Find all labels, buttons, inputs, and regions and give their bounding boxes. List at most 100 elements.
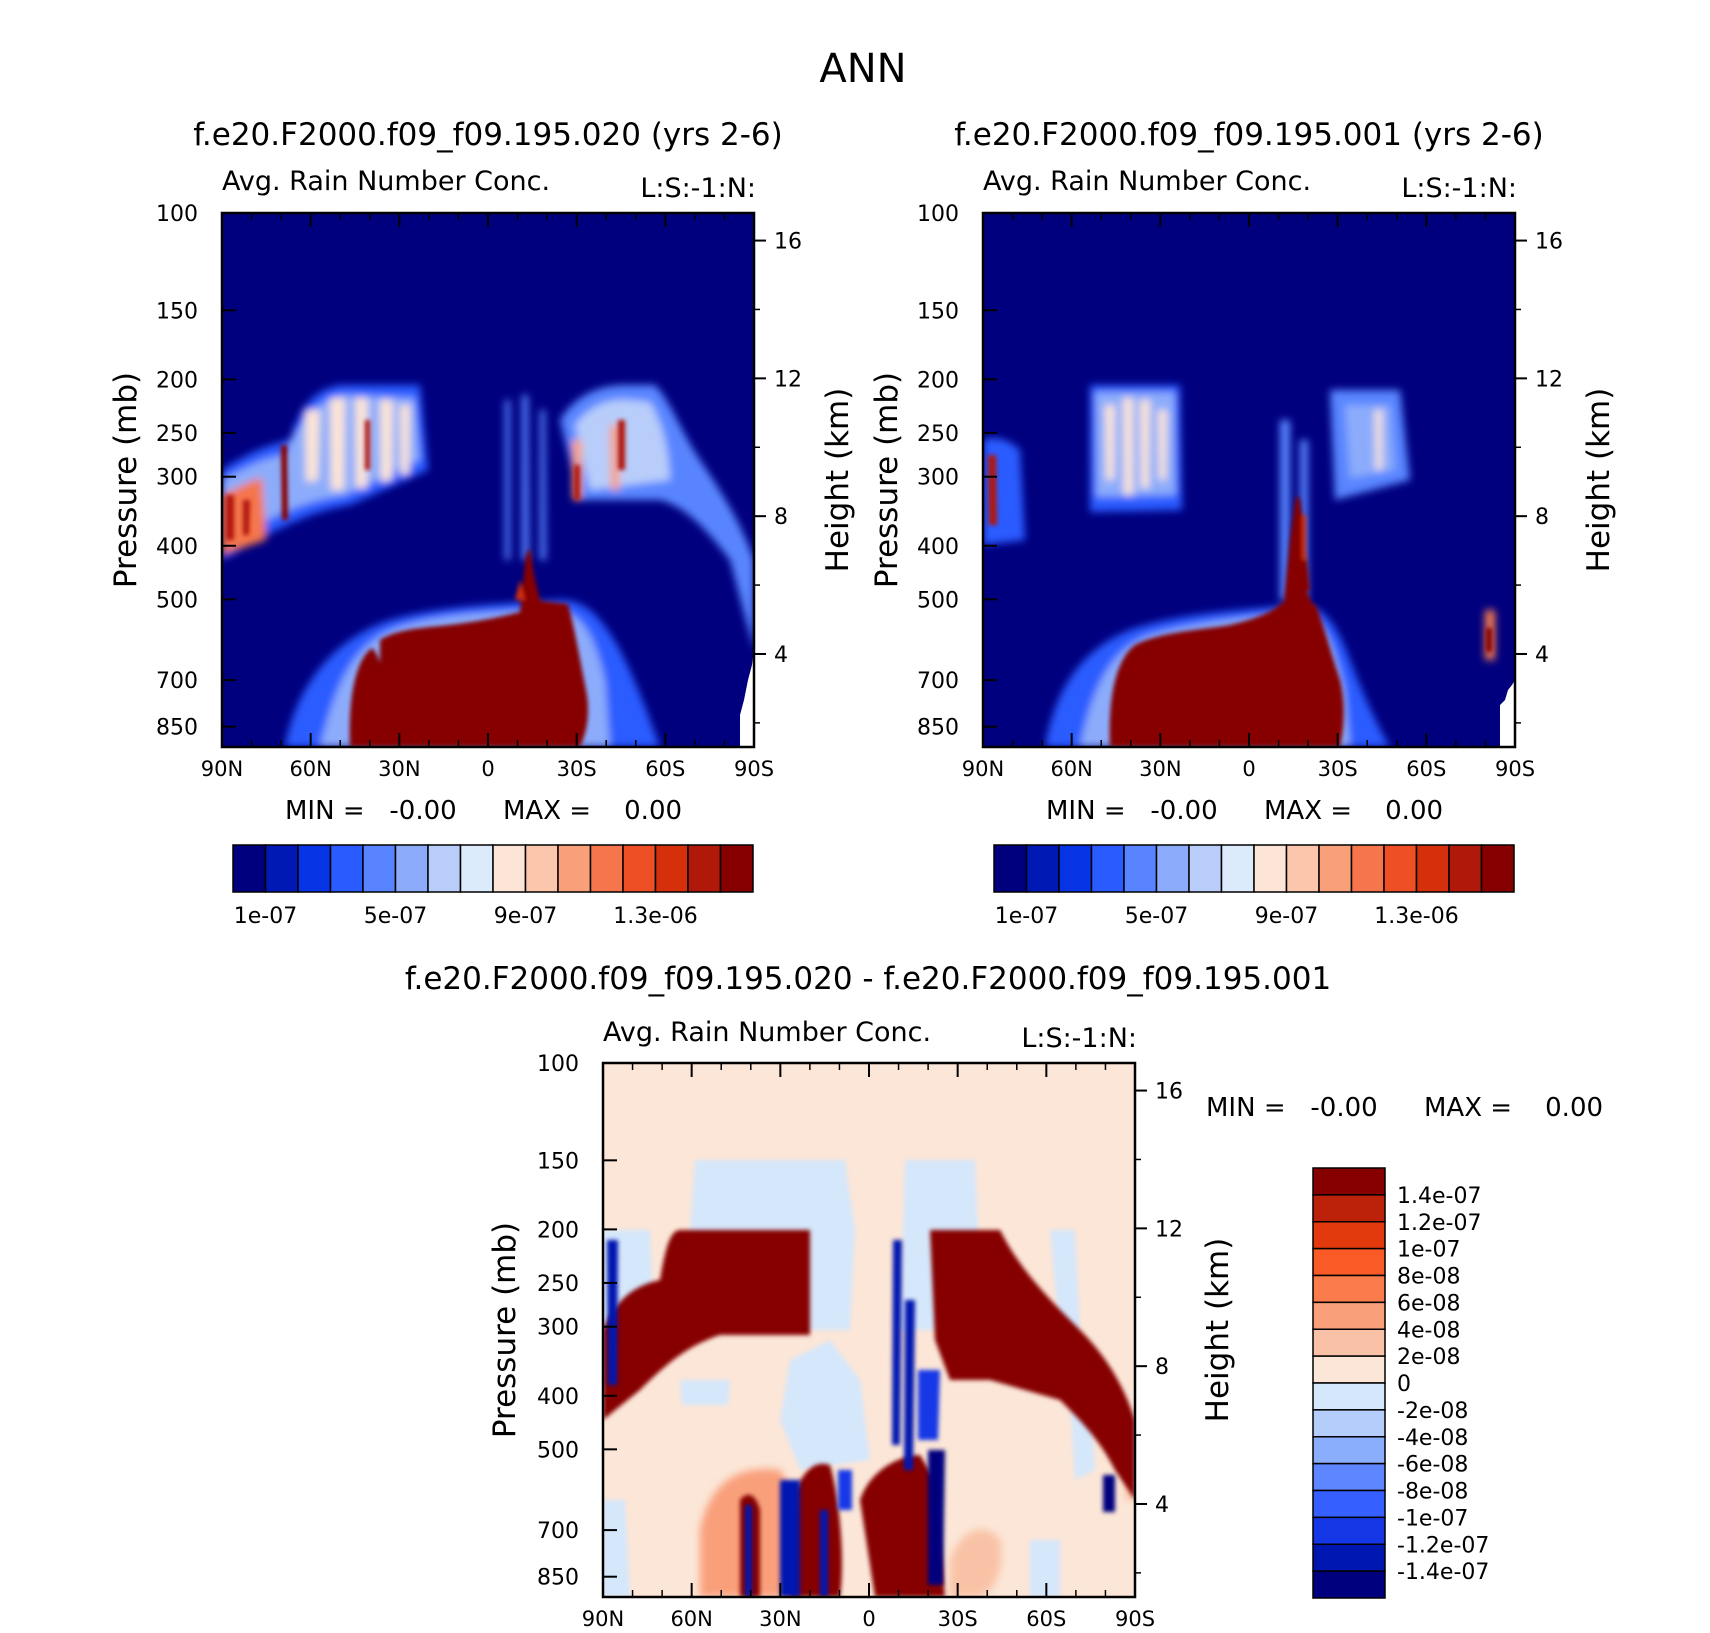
- panel-1-max-text: MAX = 0.00: [503, 796, 682, 826]
- panel-1-colorbar-box: [394, 844, 429, 893]
- panel-1-colorbar-box: [719, 844, 754, 893]
- panel-1-colorbar-box: [654, 844, 689, 893]
- panel-3-colorbar-box: [1312, 1382, 1386, 1411]
- panel-1-colorbar-label: 5e-07: [364, 904, 427, 929]
- panel-2-subtitle: Avg. Rain Number Conc.: [983, 166, 1311, 197]
- panel-3-colorbar-box: [1312, 1516, 1386, 1545]
- panel-1-colorbar-box: [557, 844, 592, 893]
- panel-2-colorbar-label: 9e-07: [1255, 904, 1318, 929]
- panel-2-ylabel2: Height (km): [1581, 388, 1617, 573]
- panel-3-max-text: MAX = 0.00: [1424, 1093, 1603, 1123]
- panel-2-colorbar-box: [1123, 844, 1158, 893]
- panel-3-ytick-label: 400: [537, 1385, 579, 1410]
- panel-3-y2tick-label: 8: [1155, 1355, 1169, 1380]
- panel-2-ytick-label: 100: [917, 202, 959, 227]
- panel-3-ytick-label: 500: [537, 1438, 579, 1463]
- panel-1-xtick-label: 0: [481, 757, 494, 781]
- panel-3-y2tick-label: 4: [1155, 1493, 1169, 1518]
- panel-2-colorbar-box: [1058, 844, 1093, 893]
- panel-2-y2tick-label: 4: [1535, 643, 1549, 668]
- panel-3-colorbar-box: [1312, 1247, 1386, 1277]
- panel-3-colorbar-label: -1.2e-07: [1397, 1533, 1489, 1558]
- panel-3-colorbar: 1.4e-071.2e-071e-078e-086e-084e-082e-080…: [1312, 1167, 1489, 1599]
- panel-2-xtick-label: 60N: [1050, 757, 1092, 781]
- panel-3-colorbar-label: 1e-07: [1397, 1238, 1460, 1263]
- panel-1-colorbar: 1e-07 5e-07 9e-07 1.3e-06: [232, 844, 754, 929]
- panel-2-level-label: L:S:-1:N:: [1401, 173, 1517, 204]
- panel-1-colorbar-box: [329, 844, 364, 893]
- panel-2-y2tick-label: 8: [1535, 505, 1549, 530]
- panel-3-colorbar-label: 1.2e-07: [1397, 1211, 1481, 1236]
- panel-2-colorbar-box: [1025, 844, 1060, 893]
- panel-3-ytick-label: 250: [537, 1272, 579, 1297]
- panel-3-colorbar-box: [1312, 1274, 1386, 1304]
- panel-3-colorbar-box: [1312, 1328, 1386, 1357]
- panel-3-xtick-label: 0: [862, 1607, 875, 1631]
- panel-3-ylabel: Pressure (mb): [487, 1222, 523, 1438]
- panel-1-colorbar-box: [297, 844, 332, 893]
- panel-1-colorbar-box: [492, 844, 527, 893]
- panel-3-colorbar-box: [1312, 1409, 1386, 1438]
- panel-2-ytick-label: 700: [917, 669, 959, 694]
- panel-2-ytick-label: 400: [917, 535, 959, 560]
- panel-1-field: [222, 213, 754, 747]
- panel-1-y2tick-label: 12: [774, 367, 802, 392]
- panel-1-ytick-label: 400: [156, 535, 198, 560]
- panel-1-colorbar-box: [459, 844, 494, 893]
- panel-1-subtitle: Avg. Rain Number Conc.: [222, 166, 550, 197]
- panel-2-colorbar-label: 1.3e-06: [1374, 904, 1458, 929]
- panel-2-colorbar-box: [1253, 844, 1288, 893]
- panel-1-level-label: L:S:-1:N:: [640, 173, 756, 204]
- panel-1-colorbar-box: [427, 844, 462, 893]
- panel-3-colorbar-box: [1312, 1489, 1386, 1519]
- panel-1-colorbar-box: [232, 844, 267, 893]
- panel-3-colorbar-label: -2e-08: [1397, 1399, 1468, 1424]
- panel-3-ytick-label: 300: [537, 1316, 579, 1341]
- panel-1-xtick-label: 60S: [645, 757, 685, 781]
- panel-2-ytick-label: 250: [917, 422, 959, 447]
- panel-1: f.e20.F2000.f09_f09.195.020 (yrs 2-6) Av…: [108, 117, 856, 929]
- panel-2-y2tick-label: 16: [1535, 230, 1563, 255]
- panel-1-colorbar-box: [589, 844, 624, 893]
- panel-3-min-text: MIN = -0.00: [1206, 1093, 1378, 1123]
- panel-1-ytick-label: 200: [156, 368, 198, 393]
- panel-2-ytick-label: 300: [917, 466, 959, 491]
- panel-1-ytick-label: 100: [156, 202, 198, 227]
- panel-3-xtick-label: 30N: [759, 1607, 801, 1631]
- panel-1-ytick-label: 150: [156, 299, 198, 324]
- panel-2: f.e20.F2000.f09_f09.195.001 (yrs 2-6) Av…: [869, 117, 1617, 929]
- panel-3-colorbar-label: 1.4e-07: [1397, 1184, 1481, 1209]
- panel-3-colorbar-label: -4e-08: [1397, 1426, 1468, 1451]
- panel-3-level-label: L:S:-1:N:: [1021, 1023, 1137, 1054]
- panel-1-ytick-label: 300: [156, 466, 198, 491]
- panel-1-xtick-label: 90N: [201, 757, 243, 781]
- panel-2-colorbar-box: [1188, 844, 1223, 893]
- panel-3-colorbar-box: [1312, 1167, 1386, 1196]
- panel-3-colorbar-box: [1312, 1355, 1386, 1384]
- panel-3-colorbar-box: [1312, 1462, 1386, 1492]
- panel-1-xtick-label: 30N: [378, 757, 420, 781]
- panel-2-min-text: MIN = -0.00: [1046, 796, 1218, 826]
- panel-2-colorbar-label: 5e-07: [1125, 904, 1188, 929]
- panel-1-colorbar-label: 9e-07: [494, 904, 557, 929]
- panel-3-colorbar-label: -1e-07: [1397, 1506, 1468, 1531]
- panel-1-ytick-label: 250: [156, 422, 198, 447]
- panel-3-ytick-label: 200: [537, 1218, 579, 1243]
- panel-3-xtick-label: 60S: [1026, 1607, 1066, 1631]
- panel-2-max-text: MAX = 0.00: [1264, 796, 1443, 826]
- panel-3-colorbar-box: [1312, 1570, 1386, 1599]
- panel-1-y2tick-label: 16: [774, 230, 802, 255]
- panel-1-xtick-label: 30S: [557, 757, 597, 781]
- panel-2-ytick-label: 850: [917, 716, 959, 741]
- panel-1-ytick-label: 700: [156, 669, 198, 694]
- panel-2-colorbar-box: [1415, 844, 1450, 893]
- panel-2-colorbar-box: [1220, 844, 1255, 893]
- panel-2-colorbar-label: 1e-07: [995, 904, 1058, 929]
- panel-1-colorbar-box: [362, 844, 397, 893]
- panel-3-colorbar-label: 2e-08: [1397, 1345, 1460, 1370]
- panel-2-colorbar-box: [1480, 844, 1515, 893]
- panel-2-ylabel: Pressure (mb): [869, 372, 905, 588]
- panel-2-xtick-label: 60S: [1406, 757, 1446, 781]
- panel-1-ytick-label: 850: [156, 716, 198, 741]
